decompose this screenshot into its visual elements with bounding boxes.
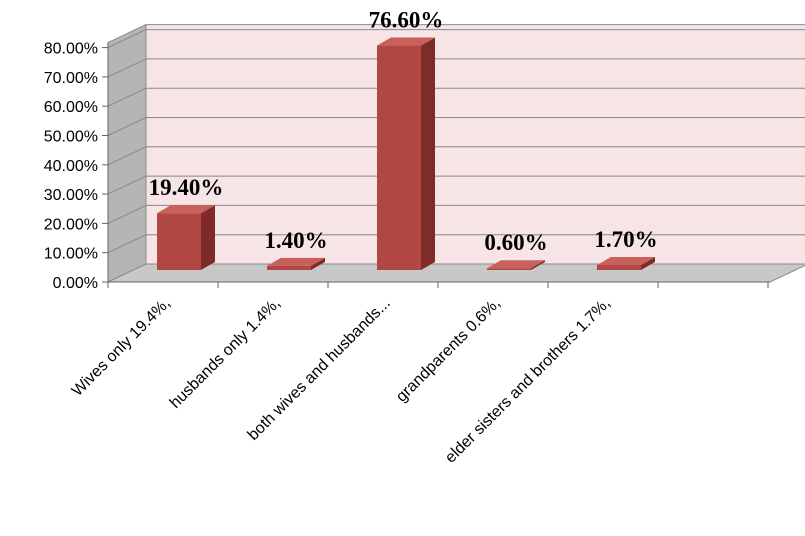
bar: [267, 257, 325, 270]
bar-top: [267, 257, 325, 266]
gridline-side: [107, 146, 147, 166]
axis-lines: [107, 42, 770, 288]
bar-front: [267, 265, 311, 270]
bar-side: [201, 205, 215, 270]
data-label: 0.60%: [484, 230, 547, 255]
y-tick-label: 20.00%: [44, 216, 98, 233]
gridline-side: [107, 29, 147, 49]
y-tick-label: 40.00%: [44, 158, 98, 175]
bar-side: [641, 257, 655, 270]
bar-side: [311, 257, 325, 270]
y-tick-label: 70.00%: [44, 70, 98, 87]
data-label: 76.60%: [369, 8, 444, 33]
gridline-side: [107, 175, 147, 195]
y-tick-label: 80.00%: [44, 41, 98, 58]
bar-front: [487, 268, 531, 270]
data-label: 1.70%: [594, 227, 657, 252]
bar: [597, 257, 655, 270]
bar-top: [487, 260, 545, 269]
bar-top: [377, 37, 435, 46]
y-axis-ticks: 0.00% 10.00% 20.00% 30.00% 40.00% 50.00% 60.00…: [44, 41, 108, 292]
bar-front: [377, 45, 421, 271]
gridline-side: [107, 87, 147, 107]
bar-side: [421, 37, 435, 271]
gridline-side: [107, 117, 147, 136]
data-label: 19.40%: [149, 175, 224, 200]
gridline-side: [107, 58, 147, 78]
bar: [157, 205, 215, 270]
bar: [377, 37, 435, 271]
gridline-side: [107, 204, 147, 224]
gridline-side: [107, 234, 147, 254]
data-label: 1.40%: [264, 228, 327, 253]
bar-top: [157, 205, 215, 214]
y-tick-label: 0.00%: [53, 275, 98, 292]
y-tick-label: 50.00%: [44, 129, 98, 146]
y-tick-label: 10.00%: [44, 246, 98, 263]
x-axis-labels: Wives only 19.4%,husbands only 1.4%,both…: [69, 295, 614, 467]
back-wall: [145, 24, 805, 265]
data-labels: 19.40% 1.40% 76.60% 0.60% 1.70%: [149, 8, 658, 256]
x-category-label: grandparents 0.6%,: [393, 295, 504, 406]
y-tick-label: 60.00%: [44, 99, 98, 116]
x-category-label: husbands only 1.4%,: [167, 295, 284, 412]
bars: [157, 37, 655, 271]
y-tick-label: 30.00%: [44, 187, 98, 204]
x-category-label: Wives only 19.4%,: [69, 295, 174, 400]
bar-side: [531, 260, 545, 270]
bar-front: [597, 265, 641, 270]
gridlines: [107, 29, 805, 254]
bar: [487, 260, 545, 270]
bar-front: [157, 213, 201, 270]
bar-top: [597, 257, 655, 266]
floor: [107, 263, 805, 283]
